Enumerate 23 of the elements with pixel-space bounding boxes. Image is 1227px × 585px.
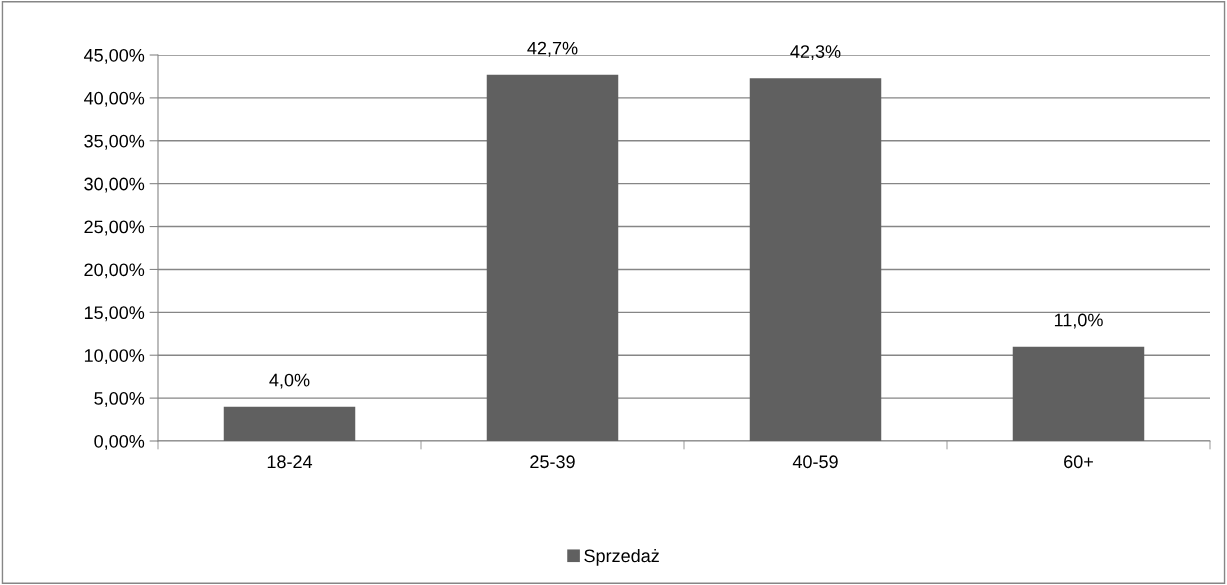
y-tick-label: 20,00% (84, 263, 145, 279)
y-tick-label: 5,00% (94, 392, 145, 407)
y-tick-label: 30,00% (84, 177, 145, 193)
x-tick-label: 60+ (1064, 455, 1093, 469)
bar (223, 406, 356, 441)
data-label: 11,0% (1054, 313, 1103, 329)
y-tick-label: 15,00% (84, 306, 145, 322)
data-label: 42,3% (790, 45, 841, 61)
y-tick-label: 40,00% (83, 91, 145, 107)
x-tick-label: 25-39 (530, 455, 575, 469)
x-tick-label: 18-24 (267, 455, 313, 469)
bar (486, 74, 619, 441)
bar (749, 78, 882, 441)
x-tick-label: 40-59 (792, 455, 838, 469)
data-label: 42,7% (527, 41, 578, 57)
data-label: 4,0% (269, 373, 310, 389)
y-tick-label: 25,00% (84, 220, 145, 236)
y-tick-label: 35,00% (84, 134, 145, 150)
bar (1012, 346, 1145, 441)
y-tick-label: 45,00% (83, 48, 145, 64)
y-tick-label: 10,00% (84, 349, 145, 365)
legend-label: Sprzedaż (584, 548, 659, 566)
y-tick-label: 0,00% (94, 434, 145, 450)
